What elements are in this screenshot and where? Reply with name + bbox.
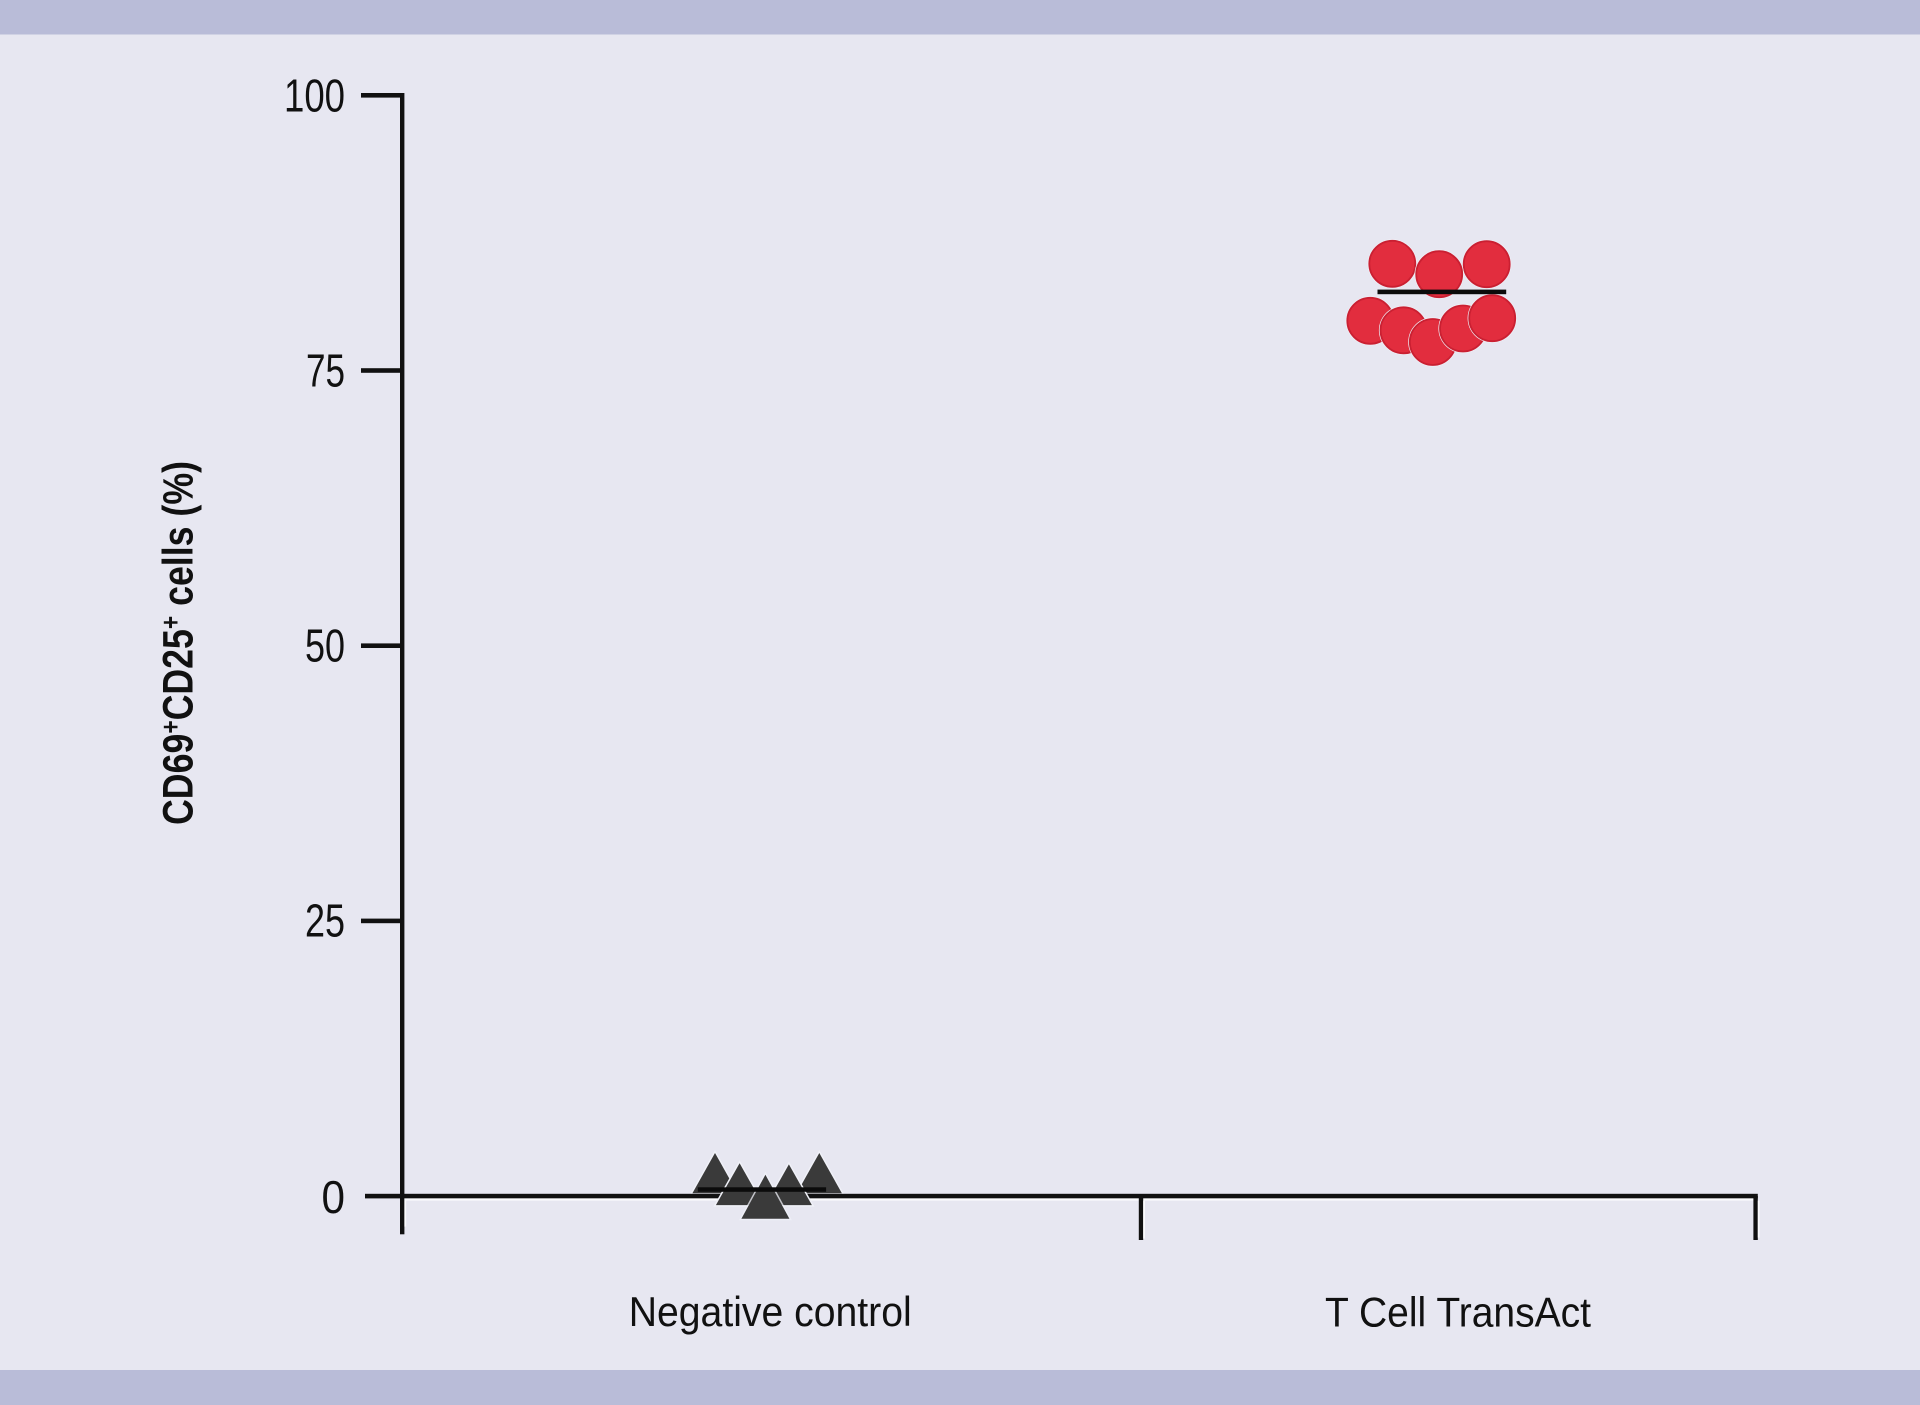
svg-text:25: 25 bbox=[305, 895, 345, 947]
svg-text:100: 100 bbox=[284, 70, 345, 122]
svg-text:CD69+CD25+ cells (%): CD69+CD25+ cells (%) bbox=[156, 461, 203, 825]
svg-text:75: 75 bbox=[306, 345, 345, 397]
svg-text:50: 50 bbox=[305, 620, 345, 672]
svg-text:T Cell TransAct: T Cell TransAct bbox=[1325, 1289, 1591, 1336]
svg-text:0: 0 bbox=[322, 1171, 346, 1223]
svg-text:Negative control: Negative control bbox=[629, 1288, 912, 1335]
